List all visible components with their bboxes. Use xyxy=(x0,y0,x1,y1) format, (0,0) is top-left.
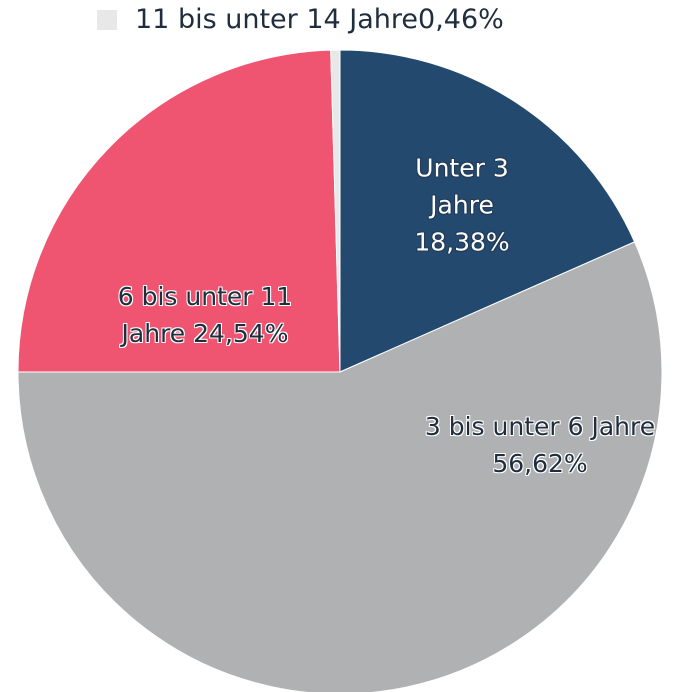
pie-slice xyxy=(17,49,341,373)
category-name: 3 bis unter 6 Jahre xyxy=(424,412,656,441)
slice-label: 3 bis unter 6 Jahre 56,62% xyxy=(390,408,690,482)
pie-slice xyxy=(339,49,636,373)
legend-swatch xyxy=(97,9,117,30)
pie-slice xyxy=(330,49,341,373)
value-label: 18,38% xyxy=(414,227,510,257)
value-label: 24,54% xyxy=(193,319,289,348)
slice-label: Unter 3 Jahre 18,38% xyxy=(397,150,527,261)
category-name: Unter 3 Jahre xyxy=(415,153,509,220)
slice-label: 6 bis unter 11 Jahre 24,54% xyxy=(90,278,320,352)
category-name: 11 bis unter 14 Jahre xyxy=(135,4,419,35)
legend-item: 11 bis unter 14 Jahre 0,46% xyxy=(97,4,504,35)
category-name: 6 bis unter 11 Jahre xyxy=(117,282,293,348)
value-label: 0,46% xyxy=(418,4,504,35)
value-label: 56,62% xyxy=(492,449,588,478)
pie-slice xyxy=(17,241,663,692)
